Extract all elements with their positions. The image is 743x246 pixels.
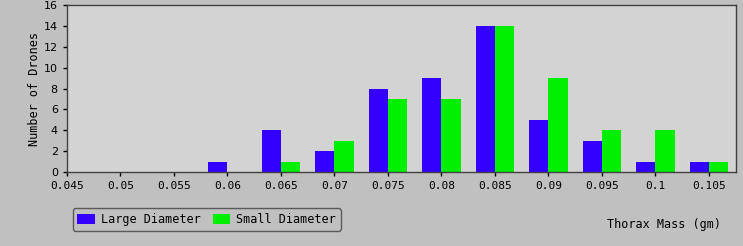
Bar [208, 162, 227, 172]
Bar [529, 120, 548, 172]
Bar [48, 162, 67, 172]
Bar [315, 151, 334, 172]
Bar [281, 162, 300, 172]
Bar [655, 130, 675, 172]
Bar [441, 99, 461, 172]
Legend: Large Diameter, Small Diameter: Large Diameter, Small Diameter [73, 208, 341, 231]
Bar [369, 89, 388, 172]
Bar [388, 99, 407, 172]
Bar [709, 162, 728, 172]
Bar [422, 78, 441, 172]
Bar [495, 26, 514, 172]
Y-axis label: Number of Drones: Number of Drones [28, 31, 41, 146]
Bar [583, 141, 602, 172]
Bar [334, 141, 354, 172]
Bar [636, 162, 655, 172]
Bar [262, 130, 281, 172]
Bar [690, 162, 709, 172]
Text: Thorax Mass (gm): Thorax Mass (gm) [607, 218, 721, 231]
Bar [602, 130, 621, 172]
Bar [476, 26, 495, 172]
Bar [548, 78, 568, 172]
